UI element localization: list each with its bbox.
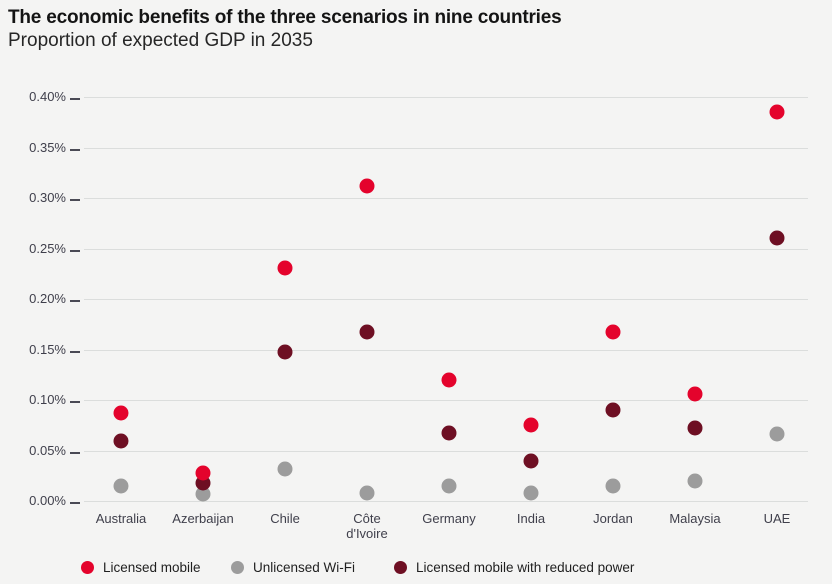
point-licensed-mobile-uae	[769, 104, 785, 120]
point-licensed-mobile-with-reduced-power-australia	[113, 433, 129, 449]
point-licensed-mobile-with-reduced-power-germany	[441, 425, 457, 441]
point-unlicensed-wi-fi-germany	[441, 478, 457, 494]
point-unlicensed-wi-fi-uae	[769, 426, 785, 442]
x-category-label-azerbaijan: Azerbaijan	[172, 511, 234, 526]
x-category-label-malaysia: Malaysia	[669, 511, 721, 526]
point-unlicensed-wi-fi-c-te-d-ivoire	[359, 485, 375, 501]
y-tick-mark	[70, 300, 80, 302]
x-category-label-india: India	[516, 511, 546, 526]
y-tick-mark	[70, 98, 80, 100]
chart-subtitle: Proportion of expected GDP in 2035	[8, 30, 313, 51]
x-category-label-chile: Chile	[270, 511, 300, 526]
y-tick-mark	[70, 350, 80, 353]
point-licensed-mobile-with-reduced-power-uae	[769, 230, 785, 246]
legend-dot-unlicensed-wi-fi	[231, 560, 244, 574]
y-tick-mark	[70, 401, 80, 403]
y-tick-mark	[70, 451, 80, 454]
point-unlicensed-wi-fi-azerbaijan	[195, 486, 211, 502]
y-tick-label: 0.05%	[29, 442, 66, 458]
point-licensed-mobile-c-te-d-ivoire	[359, 178, 375, 194]
point-licensed-mobile-malaysia	[687, 386, 703, 402]
y-tick-label: 0.30%	[29, 190, 66, 205]
y-tick-mark	[70, 199, 80, 201]
h-gridline	[84, 97, 808, 98]
point-licensed-mobile-with-reduced-power-malaysia	[687, 420, 703, 436]
x-category-label-germany: Germany	[422, 511, 476, 526]
legend-label: Unlicensed Wi-Fi	[253, 559, 356, 575]
point-licensed-mobile-azerbaijan	[195, 465, 211, 481]
legend-item-licensed-mobile-with-reduced-power: Licensed mobile with reduced power	[394, 556, 634, 578]
h-gridline	[84, 450, 808, 452]
h-gridline	[84, 400, 808, 401]
h-gridline	[84, 248, 808, 250]
point-licensed-mobile-with-reduced-power-india	[523, 453, 539, 469]
h-gridline	[84, 147, 808, 149]
h-gridline	[84, 501, 808, 502]
point-licensed-mobile-with-reduced-power-jordan	[605, 402, 621, 418]
point-unlicensed-wi-fi-malaysia	[687, 473, 703, 489]
point-licensed-mobile-jordan	[605, 324, 621, 340]
point-licensed-mobile-germany	[441, 372, 457, 388]
legend-label: Licensed mobile	[103, 559, 201, 575]
chart-title: The economic benefits of the three scena…	[8, 7, 562, 28]
point-licensed-mobile-with-reduced-power-c-te-d-ivoire	[359, 324, 375, 340]
x-category-label-c-te-d-ivoire: Côte d'Ivoire	[346, 511, 388, 541]
legend-dot-licensed-mobile-with-reduced-power	[394, 560, 407, 574]
point-licensed-mobile-chile	[277, 260, 293, 276]
y-tick-label: 0.00%	[29, 493, 66, 508]
legend-item-unlicensed-wi-fi: Unlicensed Wi-Fi	[231, 556, 355, 578]
point-licensed-mobile-with-reduced-power-chile	[277, 344, 293, 360]
legend-item-licensed-mobile: Licensed mobile	[81, 556, 201, 578]
point-unlicensed-wi-fi-australia	[113, 478, 129, 494]
point-licensed-mobile-australia	[113, 405, 129, 421]
h-gridline	[84, 198, 808, 199]
legend-dot-licensed-mobile	[81, 560, 94, 574]
legend-label: Licensed mobile with reduced power	[416, 559, 635, 575]
point-unlicensed-wi-fi-jordan	[605, 478, 621, 494]
x-category-label-australia: Australia	[95, 511, 147, 526]
x-category-label-uae: UAE	[763, 511, 791, 526]
y-tick-label: 0.35%	[29, 139, 66, 155]
y-tick-mark	[70, 502, 80, 504]
y-tick-mark	[70, 148, 80, 151]
legend: Licensed mobile Unlicensed Wi-Fi Licensed …	[0, 556, 832, 578]
y-tick-label: 0.40%	[29, 89, 66, 104]
point-licensed-mobile-india	[523, 417, 539, 433]
y-tick-label: 0.25%	[29, 240, 66, 256]
point-unlicensed-wi-fi-chile	[277, 461, 293, 477]
y-tick-label: 0.15%	[29, 341, 66, 357]
y-tick-label: 0.10%	[29, 392, 66, 407]
y-tick-mark	[70, 249, 80, 252]
h-gridline	[84, 349, 808, 351]
y-tick-label: 0.20%	[29, 291, 66, 306]
point-unlicensed-wi-fi-india	[523, 485, 539, 501]
h-gridline	[84, 299, 808, 300]
x-category-label-jordan: Jordan	[593, 511, 633, 526]
